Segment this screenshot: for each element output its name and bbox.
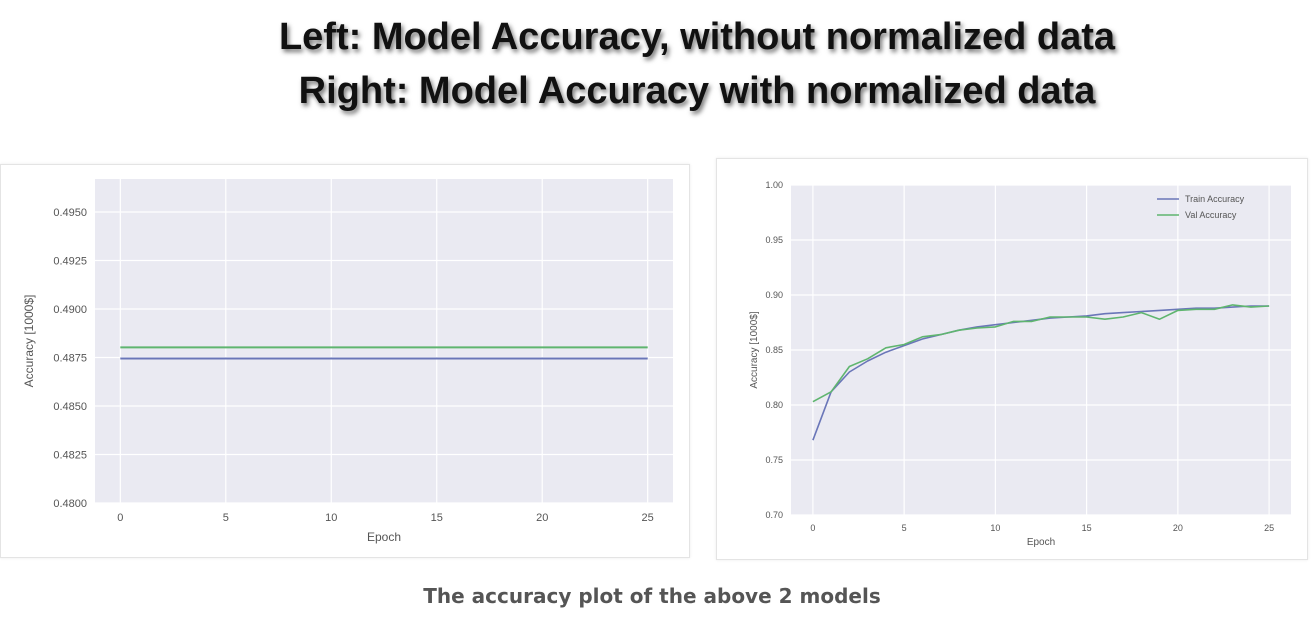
- accuracy-chart-normalized: 0 5 10 15 20 25 0.70 0.75 0.80 0.85 0.90 0.95 1.00 Ep…: [749, 180, 1291, 548]
- x-tick-label: 10: [990, 523, 1000, 533]
- y-tick-label: 0.4800: [53, 498, 87, 510]
- x-tick-label: 5: [223, 512, 229, 524]
- x-tick-label: 20: [1173, 523, 1183, 533]
- x-tick-label: 25: [642, 512, 654, 524]
- x-tick-label: 15: [431, 512, 443, 524]
- x-tick-label: 15: [1082, 523, 1092, 533]
- x-axis-label: Epoch: [367, 530, 401, 544]
- y-tick-label: 0.75: [765, 455, 783, 465]
- y-tick-label: 0.4900: [53, 304, 87, 316]
- y-tick-label: 0.85: [765, 345, 783, 355]
- y-tick-label: 0.90: [765, 290, 783, 300]
- x-tick-label: 20: [536, 512, 548, 524]
- figure-caption: The accuracy plot of the above 2 models: [423, 584, 881, 608]
- plot-area: [95, 179, 673, 503]
- x-tick-label: 0: [810, 523, 815, 533]
- x-tick-label: 0: [117, 512, 123, 524]
- y-tick-label: 1.00: [765, 180, 783, 190]
- legend-label-train: Train Accuracy: [1185, 194, 1245, 204]
- chart-panel-right: 0 5 10 15 20 25 0.70 0.75 0.80 0.85 0.90 0.95 1.00 Ep…: [716, 158, 1308, 560]
- accuracy-chart-unnormalized: 0 5 10 15 20 25 0.4800 0.4825 0.4850 0.4875 0.4900…: [22, 179, 673, 544]
- legend-label-val: Val Accuracy: [1185, 210, 1237, 220]
- chart-panel-left: 0 5 10 15 20 25 0.4800 0.4825 0.4850 0.4875 0.4900…: [0, 164, 690, 558]
- x-tick-label: 25: [1264, 523, 1274, 533]
- series-line-val: [812, 304, 1270, 403]
- x-axis-label: Epoch: [1027, 537, 1055, 548]
- headline-right-description: Right: Model Accuracy with normalized da…: [298, 70, 1096, 112]
- x-tick-label: 5: [902, 523, 907, 533]
- y-tick-label: 0.4850: [53, 401, 87, 413]
- y-tick-label: 0.4825: [53, 449, 87, 461]
- x-tick-label: 10: [325, 512, 337, 524]
- y-tick-label: 0.4925: [53, 255, 87, 267]
- y-tick-label: 0.4950: [53, 207, 87, 219]
- y-axis-label: Accuracy [1000$]: [22, 295, 36, 388]
- y-tick-label: 0.70: [765, 510, 783, 520]
- headline-left-description: Left: Model Accuracy, without normalized…: [278, 16, 1116, 58]
- y-tick-label: 0.80: [765, 400, 783, 410]
- y-axis-label: Accuracy [1000$]: [749, 311, 760, 388]
- y-tick-label: 0.95: [765, 235, 783, 245]
- y-tick-label: 0.4875: [53, 352, 87, 364]
